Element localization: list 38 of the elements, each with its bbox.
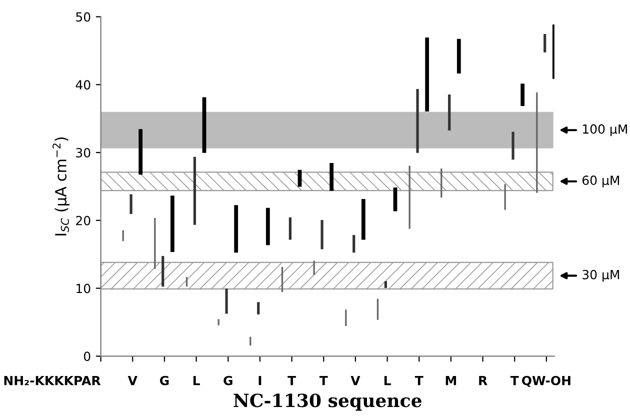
x-tick-label: V	[128, 376, 138, 386]
y-tick-label: 30	[76, 148, 90, 158]
x-tick-label: G	[160, 376, 169, 386]
x-axis-title: NC-1130 sequence	[234, 394, 422, 411]
x-tick-label: T	[288, 376, 296, 386]
y-tick-label: 10	[76, 284, 90, 294]
x-tick-label: T	[414, 376, 424, 386]
bar	[138, 129, 143, 175]
y-tick-label: 0	[84, 352, 90, 362]
y-axis-title: I$_{SC}$ (μA cm$^{−2}$)	[52, 137, 70, 236]
bar	[234, 205, 238, 253]
y-tick-label: 50	[76, 12, 90, 22]
bar	[456, 38, 461, 74]
bar	[170, 196, 174, 252]
x-tick-label: T	[319, 376, 328, 386]
x-tick-label: M	[446, 376, 456, 386]
bar	[393, 187, 398, 212]
x-tick-label: T	[510, 376, 519, 386]
bar	[425, 37, 430, 112]
band-label: 30 µM	[582, 270, 620, 282]
bar	[361, 199, 366, 240]
x-tick-label: L	[193, 376, 200, 386]
bar	[330, 163, 334, 191]
bar	[520, 84, 525, 106]
y-tick-label: 20	[76, 216, 90, 226]
x-tick-label: R	[479, 376, 488, 386]
x-tick-label: NH₂-KKKKPAR	[4, 376, 101, 386]
bar	[266, 208, 270, 246]
x-tick-label: G	[224, 376, 232, 386]
x-tick-label: L	[384, 376, 391, 386]
band-label: 60 µM	[582, 176, 620, 188]
y-tick-label: 40	[76, 80, 90, 90]
x-tick-label: I	[258, 376, 262, 386]
x-tick-label: QW-OH	[522, 376, 570, 387]
bar	[298, 170, 302, 187]
x-tick-label: V	[350, 376, 360, 386]
band-label: 100 µM	[582, 124, 627, 136]
bar	[202, 97, 206, 153]
